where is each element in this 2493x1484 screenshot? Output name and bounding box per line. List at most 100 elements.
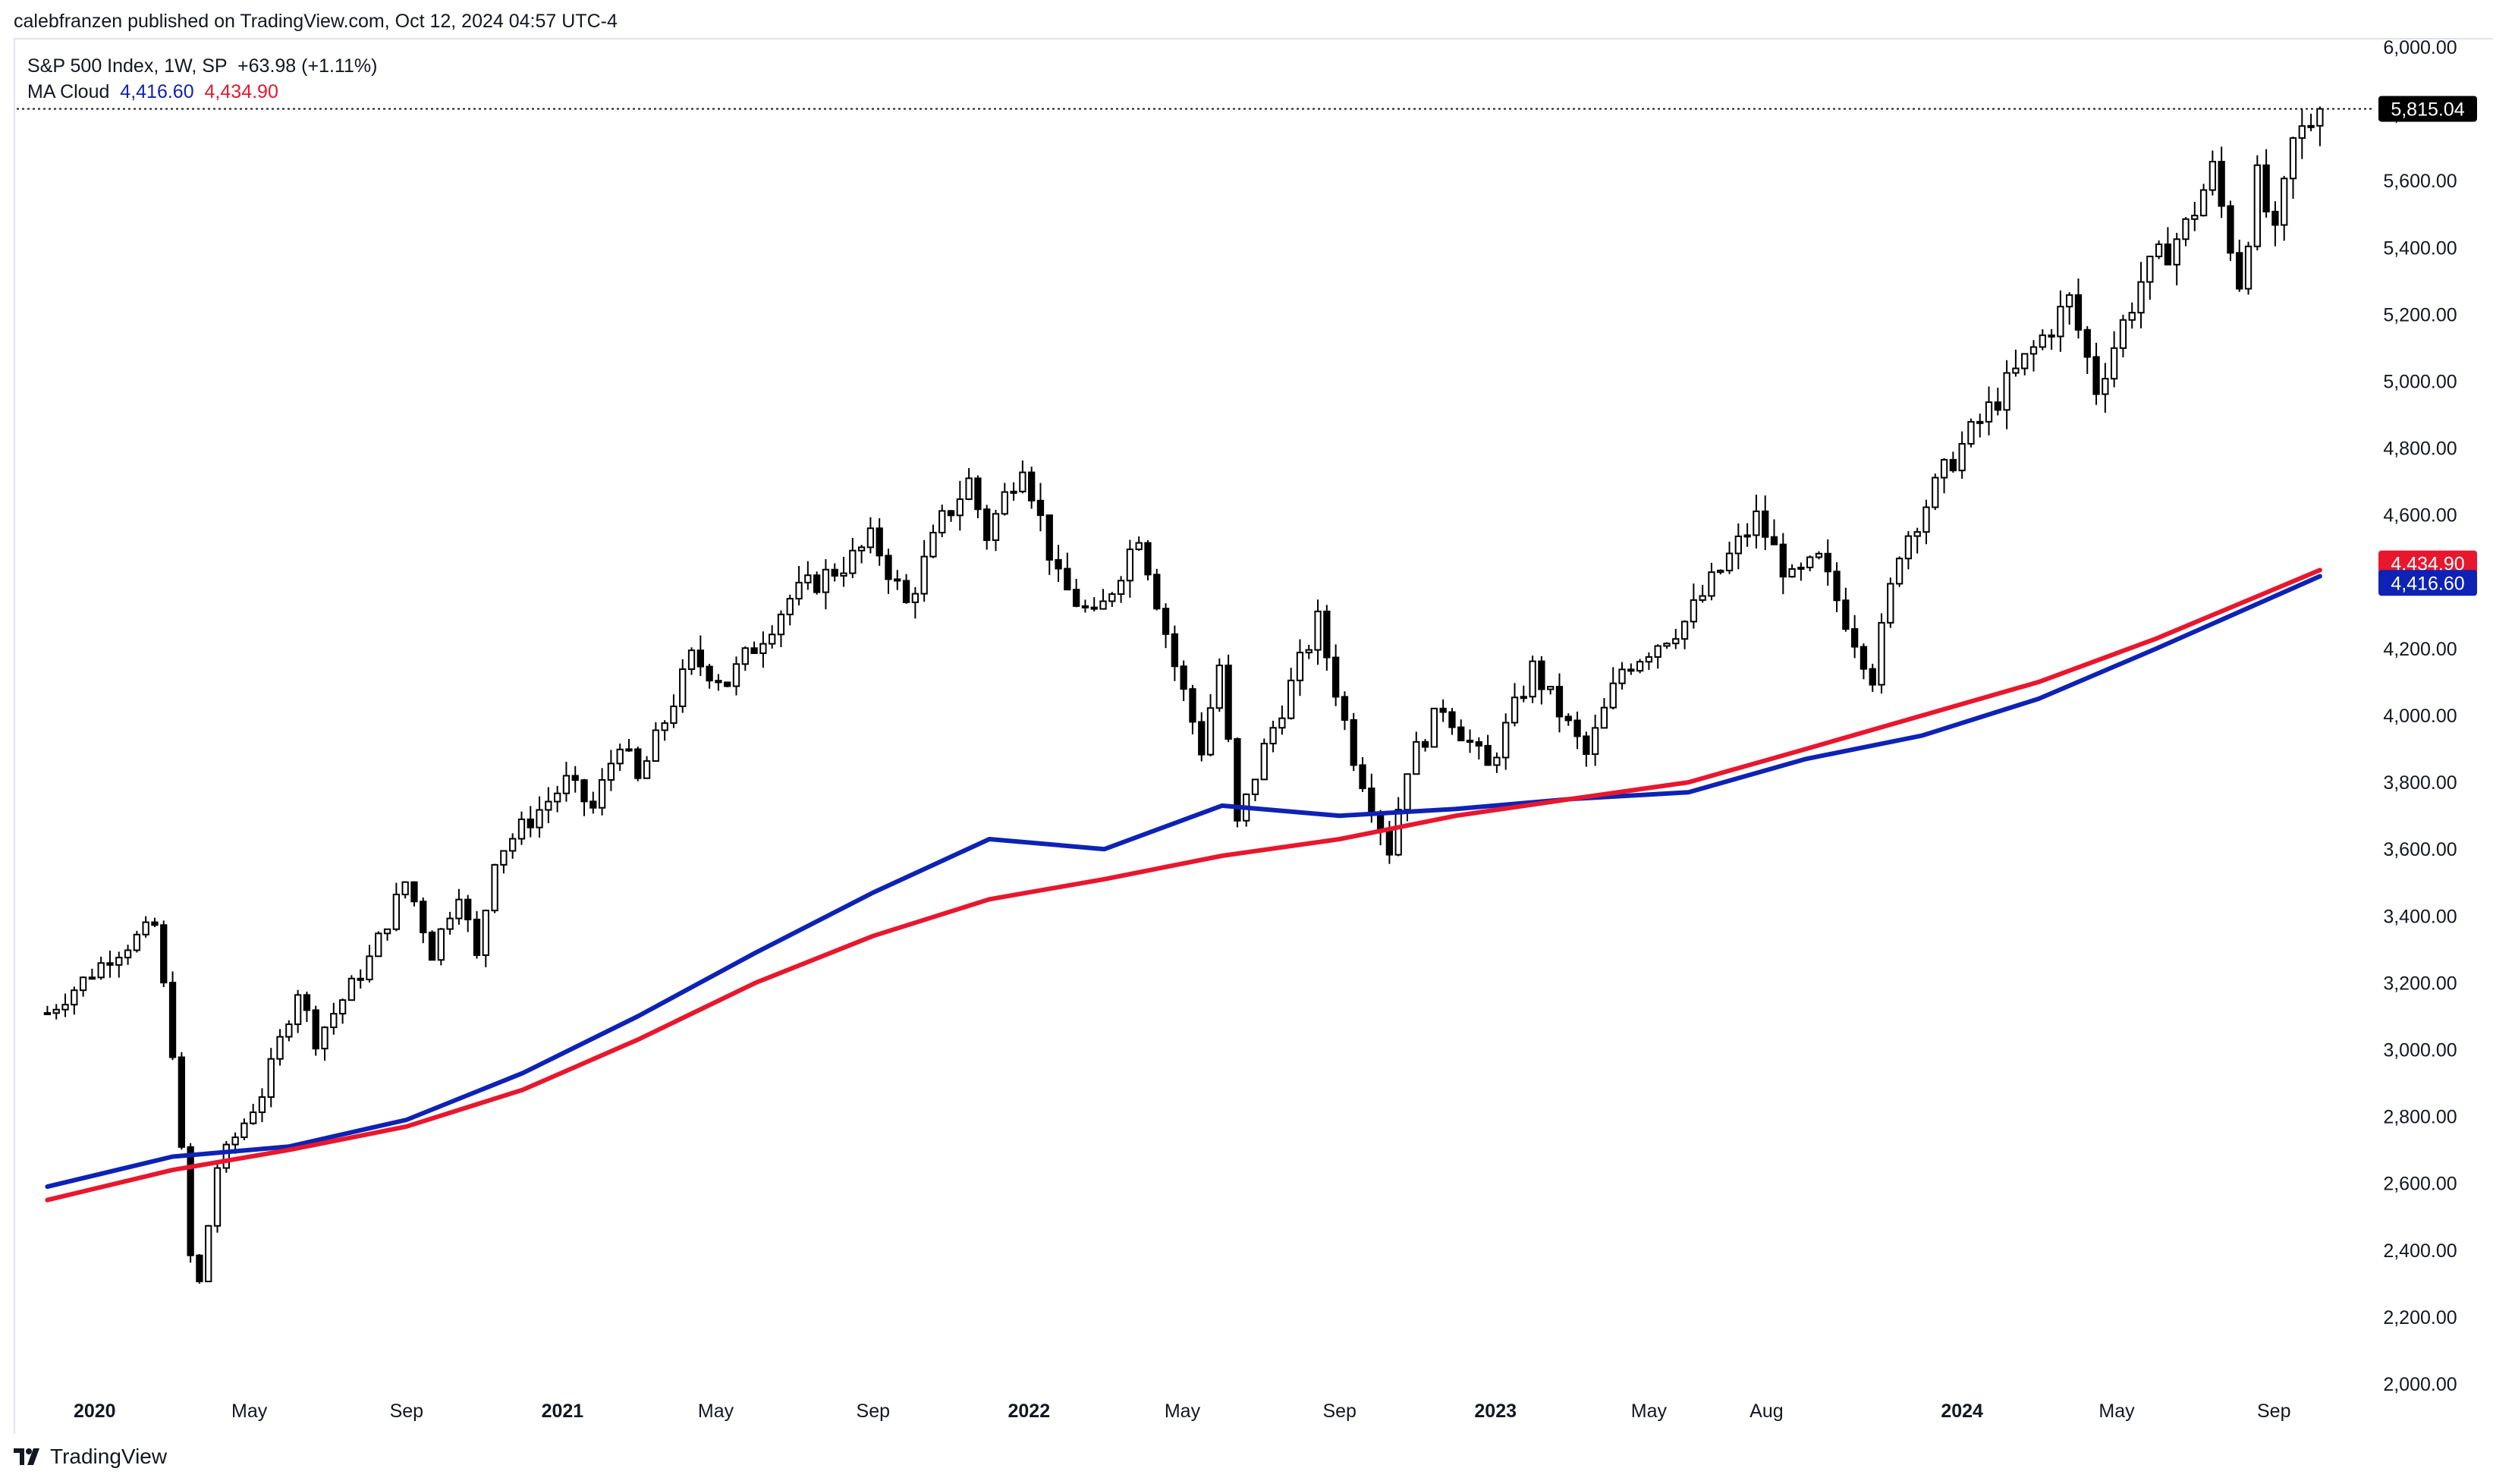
candle xyxy=(724,681,731,687)
candle-body xyxy=(974,477,982,511)
candle-body xyxy=(2048,334,2055,338)
candle xyxy=(911,586,920,619)
candle-body xyxy=(1117,580,1125,596)
candle xyxy=(500,850,508,874)
candle-body xyxy=(885,555,892,580)
candle xyxy=(804,561,812,590)
candle-body xyxy=(1824,552,1831,573)
candle-body xyxy=(106,962,114,966)
candle-body xyxy=(2128,312,2136,321)
y-tick-label: 2,800.00 xyxy=(2383,1107,2457,1128)
candle-body xyxy=(124,949,132,959)
ma-fast-line xyxy=(45,574,2322,1190)
candle-body xyxy=(706,665,713,682)
candle-body xyxy=(670,706,677,725)
y-tick-label: 2,600.00 xyxy=(2383,1174,2457,1195)
candle xyxy=(258,1088,266,1123)
chart-legend[interactable]: S&P 500 Index, 1W, SP +63.98 (+1.11%) MA… xyxy=(27,53,377,105)
candle-body xyxy=(857,546,866,552)
candle xyxy=(482,909,489,967)
candle xyxy=(1994,387,2001,416)
candle-body xyxy=(894,578,901,582)
candle xyxy=(330,1002,338,1035)
candle xyxy=(151,917,159,927)
candle-body xyxy=(1904,535,1913,560)
candle xyxy=(929,524,937,558)
candle-body xyxy=(1260,743,1268,781)
candle-body xyxy=(2066,294,2073,308)
candle-body xyxy=(1001,491,1008,515)
candle-body xyxy=(715,680,722,684)
candle-body xyxy=(1215,665,1223,709)
candle xyxy=(2271,201,2279,247)
candle-body xyxy=(2137,281,2145,314)
candle-body xyxy=(777,613,785,636)
candle-body xyxy=(1171,633,1179,668)
candle xyxy=(795,565,803,605)
candle-body xyxy=(1019,471,1026,492)
candle-body xyxy=(473,918,481,956)
candle-body xyxy=(276,1036,284,1060)
candle-body xyxy=(983,508,991,542)
candle xyxy=(392,882,401,932)
time-axis[interactable]: 2020 May Sep 2021 May Sep 2022 May Sep 2023 May Aug… xyxy=(74,1401,2291,1422)
candle-body xyxy=(357,977,364,981)
candle xyxy=(160,920,168,988)
candle xyxy=(687,647,696,675)
candle xyxy=(2298,109,2306,159)
candle-body xyxy=(1922,506,1930,533)
candle-body xyxy=(52,1008,60,1014)
candle xyxy=(401,881,409,899)
candle xyxy=(1189,684,1196,734)
candle xyxy=(1591,714,1599,766)
candle-body xyxy=(1350,718,1357,766)
candle xyxy=(580,778,588,816)
candle xyxy=(1036,483,1045,532)
candle-body xyxy=(1010,490,1017,494)
candle xyxy=(71,986,78,1015)
candle xyxy=(1484,734,1492,766)
candle-body xyxy=(88,976,96,980)
candle xyxy=(634,747,642,781)
candle-body xyxy=(1680,621,1689,640)
candle-body xyxy=(956,498,964,517)
candle xyxy=(2173,232,2180,286)
y-tick-label: 5,400.00 xyxy=(2383,237,2457,259)
legend-indicator-row: MA Cloud 4,416.60 4,434.90 xyxy=(27,79,377,105)
candle xyxy=(607,750,615,791)
price-axis[interactable]: 2,000.00 2,200.00 2,400.00 2,600.00 2,800.00… xyxy=(2383,37,2457,1395)
candle xyxy=(1180,660,1187,701)
candle xyxy=(947,510,955,522)
candle xyxy=(2012,349,2020,377)
candle xyxy=(2029,340,2038,372)
y-tick-label: 5,200.00 xyxy=(2383,304,2457,325)
candle-body xyxy=(285,1023,293,1038)
candle-body xyxy=(545,800,552,811)
candle-body xyxy=(1413,740,1420,775)
candle-body xyxy=(589,800,597,809)
candle xyxy=(536,796,543,838)
tradingview-footer[interactable]: TradingView xyxy=(14,1445,167,1469)
candle-body xyxy=(1932,476,1939,508)
candle-body xyxy=(2012,367,2020,374)
candle-body xyxy=(876,527,883,557)
y-tick-label: 2,400.00 xyxy=(2383,1240,2457,1262)
candle xyxy=(2208,150,2217,196)
candle xyxy=(696,635,704,677)
candle-body xyxy=(1753,510,1760,536)
y-tick-label: 5,600.00 xyxy=(2383,171,2457,192)
candle xyxy=(366,945,373,983)
candle-body xyxy=(1234,737,1241,822)
candle xyxy=(1117,576,1125,603)
candle xyxy=(2155,240,2163,259)
candle-body xyxy=(1564,715,1572,722)
candle-body xyxy=(1331,656,1340,698)
candle xyxy=(1833,561,1841,612)
candle-body xyxy=(2074,294,2083,331)
candle xyxy=(1869,663,1876,692)
legend-symbol: S&P 500 Index, 1W, SP xyxy=(27,55,228,77)
candle xyxy=(2262,149,2270,218)
candle-body xyxy=(1404,773,1411,811)
candle-body xyxy=(2092,356,2100,395)
